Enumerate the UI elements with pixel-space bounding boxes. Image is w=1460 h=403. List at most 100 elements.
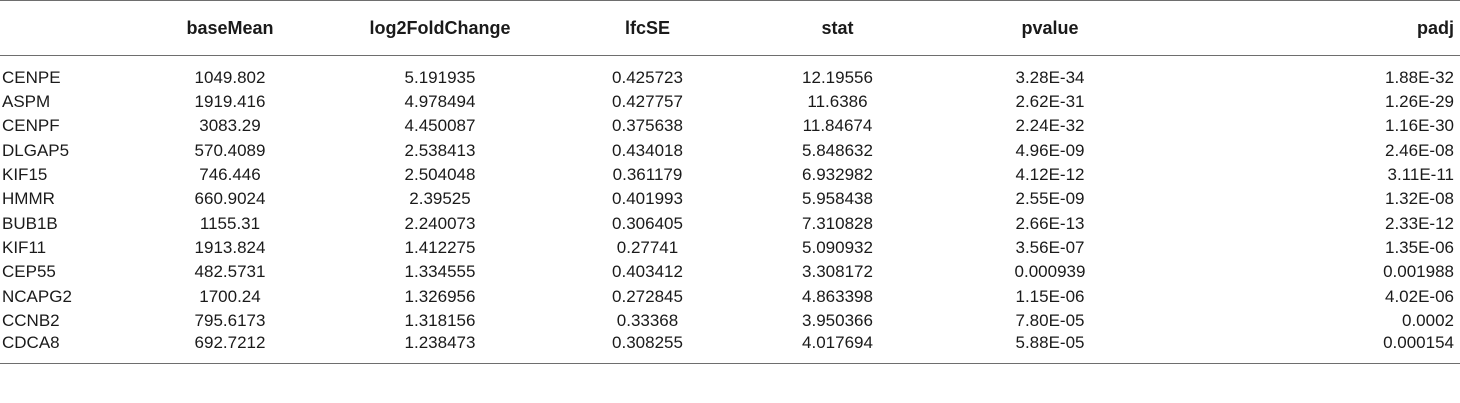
cell-padj: 3.11E-11: [1387, 165, 1454, 185]
cell-log2foldchange: 1.412275: [404, 237, 476, 257]
table-row: BUB1B 1155.31 2.240073 0.306405 7.310828 2.66…: [0, 211, 1460, 235]
cell-lfcse: 0.272845: [612, 286, 683, 306]
cell-lfcse: 0.308255: [560, 332, 735, 364]
cell-log2foldchange: 1.334555: [404, 262, 476, 282]
table-row: DLGAP5 570.4089 2.538413 0.434018 5.848632 4.…: [0, 139, 1460, 163]
table-row: KIF15 746.446 2.504048 0.361179 6.932982 4.12…: [0, 163, 1460, 187]
cell-padj: 1.88E-32: [1385, 68, 1454, 87]
cell-gene: KIF15: [2, 165, 48, 185]
cell-gene: CCNB2: [2, 310, 60, 330]
cell-basemean: 795.6173: [194, 310, 266, 330]
cell-lfcse: 0.434018: [612, 140, 683, 160]
cell-stat: 5.848632: [802, 140, 873, 160]
cell-lfcse: 0.361179: [612, 165, 683, 185]
table-row: KIF11 1913.824 1.412275 0.27741 5.090932 3.56…: [0, 236, 1460, 260]
table-row: CEP55 482.5731 1.334555 0.403412 3.308172 0.0…: [0, 260, 1460, 284]
cell-log2foldchange: 1.238473: [320, 332, 560, 364]
table-row: ASPM 1919.416 4.978494 0.427757 11.6386 2.62E…: [0, 90, 1460, 114]
cell-basemean: 746.446: [199, 165, 261, 185]
cell-padj: 1.26E-29: [1385, 92, 1454, 112]
cell-log2foldchange: 4.450087: [404, 116, 476, 136]
cell-log2foldchange: 5.191935: [404, 68, 476, 87]
cell-basemean: 570.4089: [194, 140, 266, 160]
cell-basemean: 1913.824: [194, 237, 266, 257]
cell-basemean: 692.7212: [140, 332, 320, 364]
header-cell-padj: padj: [1160, 0, 1460, 56]
cell-lfcse: 0.401993: [612, 189, 683, 209]
cell-pvalue: 7.80E-05: [1015, 310, 1085, 330]
header-cell-lfcse: lfcSE: [560, 0, 735, 56]
cell-log2foldchange: 2.538413: [404, 140, 476, 160]
header-cell-stat: stat: [735, 0, 940, 56]
table-header: baseMean log2FoldChange lfcSE stat pvalu…: [0, 0, 1460, 56]
cell-pvalue: 2.24E-32: [1015, 116, 1085, 136]
table-row: CCNB2 795.6173 1.318156 0.33368 3.950366 7.80…: [0, 309, 1460, 333]
cell-log2foldchange: 2.39525: [409, 189, 471, 209]
cell-lfcse: 0.427757: [612, 92, 683, 112]
cell-stat: 12.19556: [802, 68, 873, 87]
cell-pvalue: 2.55E-09: [1015, 189, 1085, 209]
cell-pvalue: 3.56E-07: [1015, 237, 1085, 257]
cell-stat: 3.950366: [802, 310, 873, 330]
cell-padj: 0.000154: [1160, 332, 1460, 364]
cell-basemean: 1700.24: [199, 286, 261, 306]
cell-pvalue: 2.62E-31: [1015, 92, 1085, 112]
cell-basemean: 1049.802: [194, 68, 266, 87]
cell-padj: 2.46E-08: [1385, 140, 1454, 160]
cell-stat: 7.310828: [802, 213, 873, 233]
cell-log2foldchange: 2.504048: [404, 165, 476, 185]
cell-gene: KIF11: [2, 237, 47, 257]
cell-padj: 2.33E-12: [1385, 213, 1454, 233]
cell-pvalue: 1.15E-06: [1015, 286, 1085, 306]
cell-pvalue: 5.88E-05: [940, 332, 1160, 364]
cell-stat: 11.6386: [807, 92, 868, 112]
cell-stat: 5.090932: [802, 237, 873, 257]
table-row: CENPE 1049.802 5.191935 0.425723 12.19556 3.2…: [0, 56, 1460, 91]
cell-stat: 11.84674: [802, 116, 873, 136]
cell-padj: 1.32E-08: [1385, 189, 1454, 209]
cell-stat: 6.932982: [802, 165, 873, 185]
cell-lfcse: 0.33368: [616, 310, 679, 330]
cell-lfcse: 0.375638: [612, 116, 683, 136]
cell-lfcse: 0.27741: [616, 237, 679, 257]
cell-basemean: 1919.416: [194, 92, 266, 112]
cell-basemean: 3083.29: [199, 116, 261, 136]
cell-pvalue: 2.66E-13: [1015, 213, 1085, 233]
results-table: baseMean log2FoldChange lfcSE stat pvalu…: [0, 0, 1460, 364]
cell-gene: HMMR: [2, 189, 55, 209]
cell-gene: ASPM: [2, 92, 51, 112]
table-body: CENPE 1049.802 5.191935 0.425723 12.19556 3.2…: [0, 56, 1460, 364]
cell-stat: 4.017694: [735, 332, 940, 364]
table-row: CDCA8 692.7212 1.238473 0.308255 4.017694 5.8…: [0, 332, 1460, 364]
cell-lfcse: 0.403412: [612, 262, 683, 282]
cell-gene: CDCA8: [0, 332, 140, 364]
cell-padj: 0.001988: [1383, 262, 1454, 282]
cell-basemean: 1155.31: [199, 213, 261, 233]
cell-lfcse: 0.425723: [612, 68, 683, 87]
cell-gene: DLGAP5: [2, 140, 70, 160]
table-row: HMMR 660.9024 2.39525 0.401993 5.958438 2.55E…: [0, 187, 1460, 211]
header-cell-log2foldchange: log2FoldChange: [320, 0, 560, 56]
cell-padj: 4.02E-06: [1385, 286, 1454, 306]
cell-stat: 3.308172: [802, 262, 873, 282]
cell-stat: 4.863398: [802, 286, 873, 306]
cell-gene: BUB1B: [2, 213, 58, 233]
cell-gene: CEP55: [2, 262, 56, 282]
header-cell-pvalue: pvalue: [940, 0, 1160, 56]
cell-log2foldchange: 4.978494: [404, 92, 476, 112]
cell-padj: 1.16E-30: [1385, 116, 1454, 136]
cell-log2foldchange: 1.326956: [404, 286, 476, 306]
cell-pvalue: 4.96E-09: [1015, 140, 1085, 160]
cell-gene: CENPF: [2, 116, 60, 136]
cell-pvalue: 0.000939: [1014, 262, 1086, 282]
cell-pvalue: 4.12E-12: [1015, 165, 1085, 185]
header-row: baseMean log2FoldChange lfcSE stat pvalu…: [0, 0, 1460, 56]
cell-log2foldchange: 1.318156: [404, 310, 476, 330]
cell-padj: 0.0002: [1402, 310, 1454, 330]
table-row: CENPF 3083.29 4.450087 0.375638 11.84674 2.24…: [0, 114, 1460, 138]
cell-gene: CENPE: [2, 68, 61, 87]
cell-lfcse: 0.306405: [612, 213, 683, 233]
header-cell-gene: [0, 0, 140, 56]
cell-gene: NCAPG2: [2, 286, 72, 306]
